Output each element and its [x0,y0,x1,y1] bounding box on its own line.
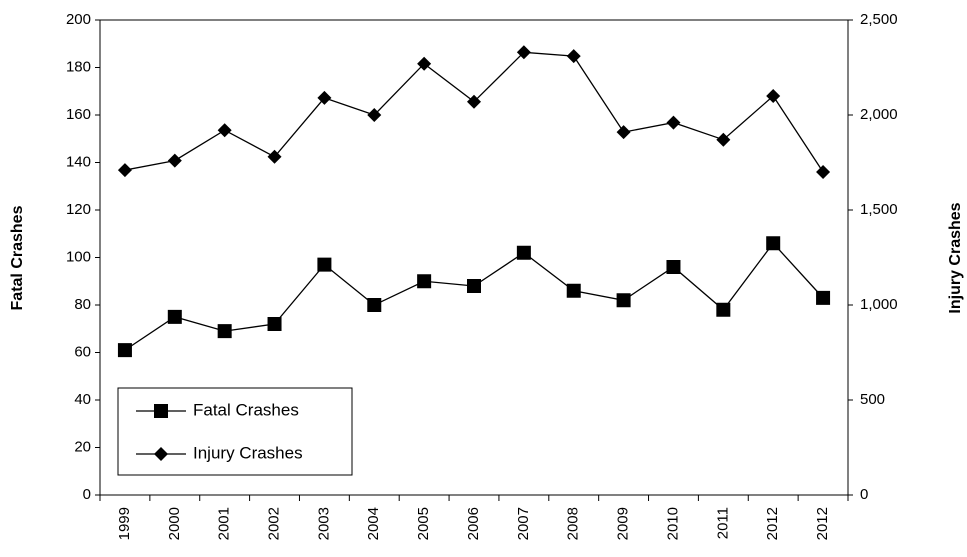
data-point [666,260,681,274]
y2-tick-label: 1,500 [860,201,898,218]
x-tick-label: 2012 [764,507,781,540]
data-point [816,165,831,179]
y2-tick-label: 0 [860,486,868,503]
y-tick-label: 180 [66,58,91,75]
data-point [766,236,781,251]
x-tick-label: 2006 [465,507,482,540]
y-tick-label: 160 [66,106,91,123]
y2-tick-label: 2,000 [860,106,898,123]
x-tick-label: 2008 [565,507,582,540]
data-point [217,324,232,339]
data-point [417,274,432,289]
legend-box [117,387,353,476]
x-tick-label: 2009 [615,507,632,540]
x-tick-label: 2011 [714,507,731,539]
data-point [417,56,432,71]
x-tick-label: 2005 [415,507,432,540]
data-point [666,115,681,130]
y-tick-label: 120 [66,201,91,218]
data-point [716,132,731,147]
data-point [616,293,631,308]
y-tick-label: 80 [74,296,91,313]
data-point [117,343,132,358]
x-tick-label: 2012 [814,507,831,540]
y2-tick-label: 2,500 [860,11,898,28]
x-tick-label: 2010 [664,507,681,540]
data-point [467,94,481,109]
legend-label: Fatal Crashes [193,400,299,419]
x-tick-label: 2002 [266,507,283,540]
legend-marker [154,447,168,461]
legend-marker [154,404,168,418]
x-tick-label: 1999 [116,507,133,540]
y-tick-label: 200 [66,11,91,28]
x-tick-label: 2003 [315,507,332,540]
data-point [367,298,382,312]
y-tick-label: 60 [74,343,91,360]
data-point [167,309,182,324]
data-point [566,49,581,64]
data-point [317,90,332,105]
data-point [467,279,481,293]
x-tick-label: 2001 [216,507,233,540]
x-tick-label: 2007 [515,507,532,540]
data-point [816,290,831,305]
y-tick-label: 0 [83,486,91,503]
data-point [267,317,282,331]
y-tick-label: 40 [74,391,91,408]
data-point [367,108,382,122]
x-tick-label: 2004 [365,507,382,540]
legend-label: Injury Crashes [193,443,303,462]
data-point [267,149,282,164]
y-axis-title: Fatal Crashes [9,205,26,310]
y-tick-label: 140 [66,153,91,170]
x-tick-label: 2000 [166,507,183,540]
data-point [766,89,781,103]
data-point [616,125,631,140]
y2-axis-title: Injury Crashes [947,202,964,313]
legend: Fatal Crashes Injury Crashes [117,387,353,476]
data-point [117,163,132,178]
y-tick-label: 20 [74,438,91,455]
data-point [566,283,581,298]
y2-tick-label: 1,000 [860,296,898,313]
series-line [124,51,824,173]
data-point [317,257,332,272]
data-point [516,245,531,260]
y2-tick-label: 500 [860,391,885,408]
y-tick-label: 100 [66,248,91,265]
data-point [516,45,531,60]
data-point [167,153,182,168]
data-point [217,123,232,138]
data-point [716,302,731,317]
